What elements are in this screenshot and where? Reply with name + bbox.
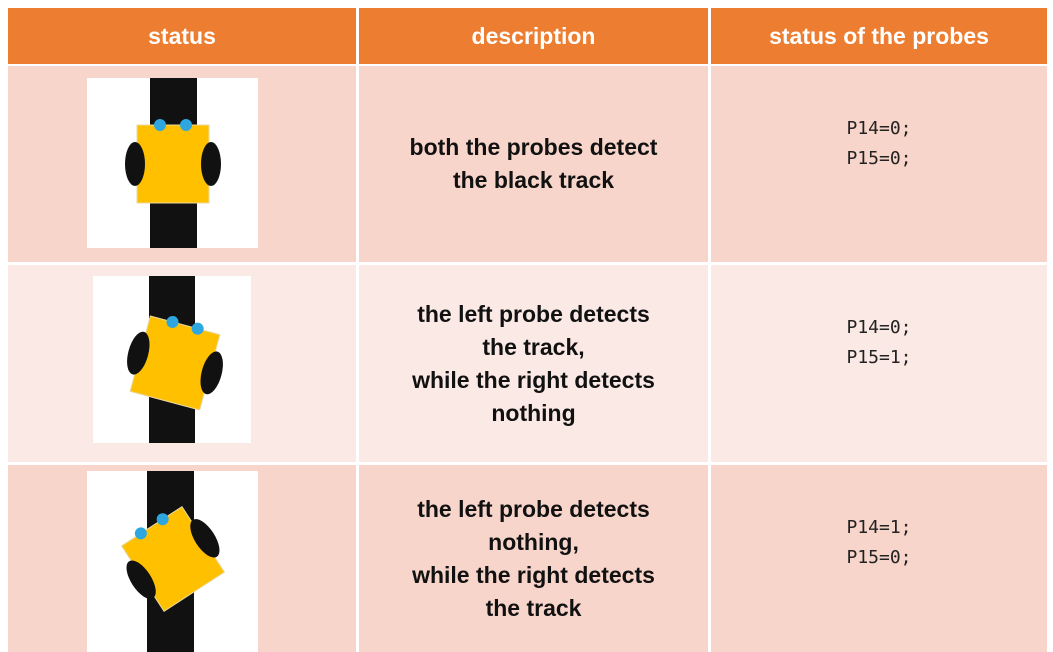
description-line: nothing,	[488, 528, 579, 555]
probe-line: P15=1;	[846, 347, 912, 368]
description-cell: the left probe detects the track, while th…	[359, 265, 708, 462]
description-line: the left probe detects	[417, 495, 650, 522]
description-line: the black track	[452, 167, 615, 193]
probe-line: P15=0;	[846, 148, 912, 169]
description-line: the track,	[482, 333, 585, 360]
probe-line: P14=0;	[846, 317, 912, 338]
probe-line: P14=0;	[846, 118, 912, 139]
header-cell: status	[8, 8, 356, 64]
description-line: while the right detects	[412, 561, 655, 588]
robot-image	[87, 471, 258, 652]
robot-image	[87, 78, 258, 248]
header-text: status of the probes	[769, 22, 989, 49]
description-cell: the left probe detects nothing, while the …	[359, 465, 708, 652]
probe-line: P14=1;	[846, 517, 912, 538]
description-line: the track	[485, 594, 582, 621]
probe-cell: P14=0; P15=1;	[711, 265, 1047, 462]
probe-cell: P14=1; P15=0;	[711, 465, 1047, 652]
header-cell: status of the probes	[711, 8, 1047, 64]
header-cell: description	[359, 8, 708, 64]
robot-image	[93, 276, 251, 443]
probe-line: P15=0;	[846, 547, 912, 568]
header-text: description	[471, 22, 596, 49]
description-line: the left probe detects	[417, 300, 650, 327]
probe-cell: P14=0; P15=0;	[711, 66, 1047, 262]
description-line: nothing	[491, 399, 576, 426]
description-line: while the right detects	[412, 366, 655, 393]
description-cell: both the probes detect the black track	[359, 66, 708, 262]
description-line: both the probes detect	[409, 134, 658, 160]
header-text: status	[148, 22, 216, 49]
